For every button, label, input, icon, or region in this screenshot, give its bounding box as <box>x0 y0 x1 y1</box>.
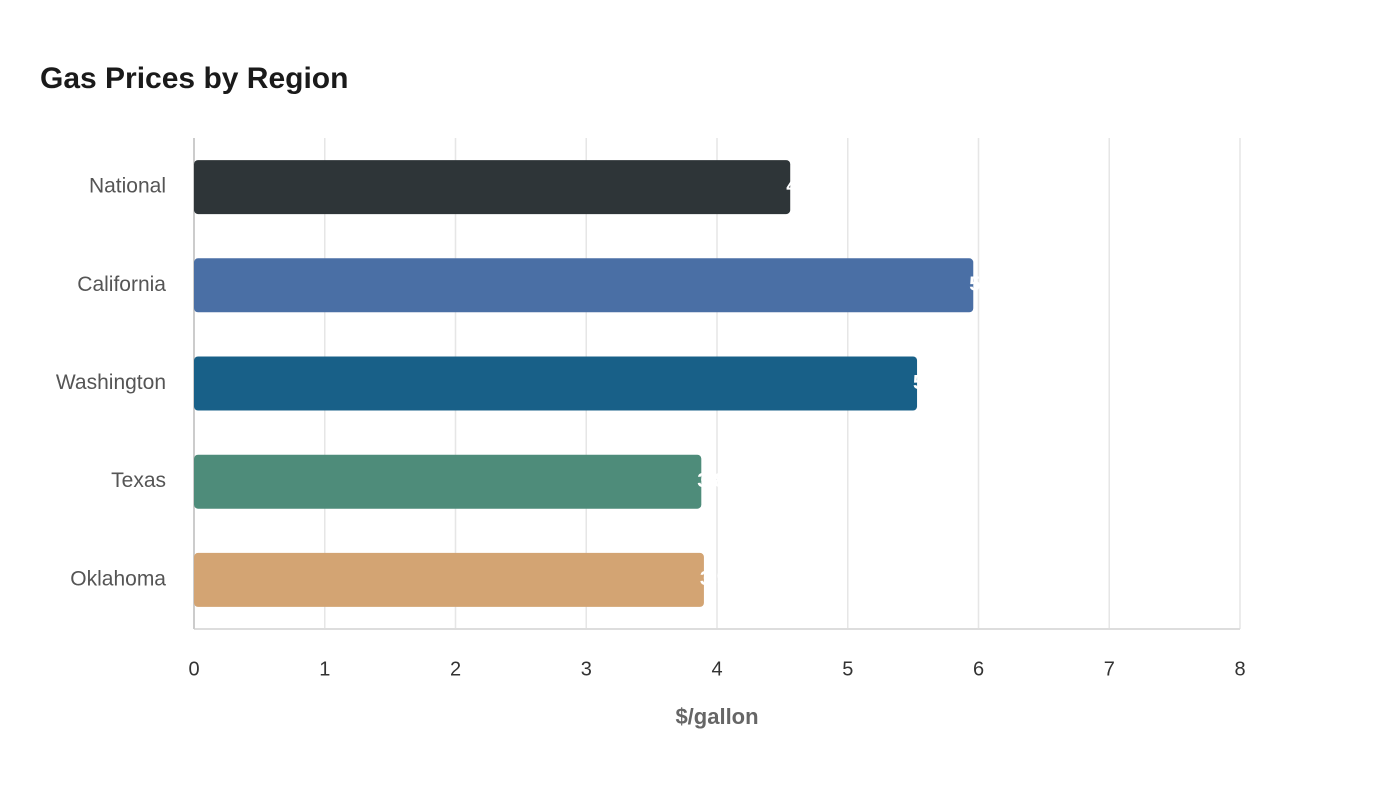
x-tick-label: 2 <box>450 658 461 680</box>
value-label: 3.88 <box>697 470 736 492</box>
x-tick-label: 3 <box>581 658 592 680</box>
bar <box>194 454 702 509</box>
value-label: 5.53 <box>913 372 952 394</box>
y-tick-label: National <box>89 175 166 198</box>
bar <box>194 356 918 411</box>
x-tick-label: 6 <box>973 658 984 680</box>
value-label: 5.96 <box>969 274 1008 296</box>
x-tick-label: 1 <box>319 658 330 680</box>
x-tick-label: 5 <box>842 658 853 680</box>
bar <box>194 552 704 607</box>
y-tick-label: Washington <box>56 371 166 394</box>
y-tick-label: California <box>77 273 166 296</box>
bar <box>194 258 974 313</box>
x-tick-label: 0 <box>188 658 199 680</box>
chart-title: Gas Prices by Region <box>40 62 348 95</box>
x-tick-label: 8 <box>1234 658 1245 680</box>
x-axis-label: $/gallon <box>675 704 758 729</box>
value-label: 3.9 <box>700 568 728 590</box>
x-tick-label: 4 <box>711 658 722 680</box>
y-tick-label: Texas <box>111 469 166 492</box>
y-tick-label: Oklahoma <box>70 567 166 590</box>
value-label: 4.56 <box>786 175 825 197</box>
bar <box>194 160 791 215</box>
x-tick-label: 7 <box>1104 658 1115 680</box>
